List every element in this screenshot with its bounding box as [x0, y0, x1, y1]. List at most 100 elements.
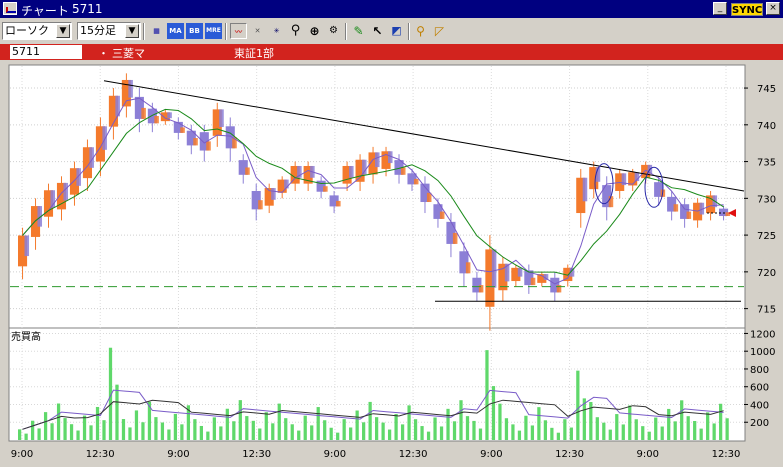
candle-body[interactable]: [569, 267, 575, 277]
candle-body[interactable]: [602, 185, 612, 208]
candle-body[interactable]: [349, 165, 354, 178]
candle-body[interactable]: [375, 152, 380, 168]
candle-body[interactable]: [680, 204, 690, 219]
candle-body[interactable]: [134, 96, 144, 119]
grid-settings-icon[interactable]: ⚙: [329, 25, 338, 36]
candle-body[interactable]: [589, 167, 599, 190]
candle-body[interactable]: [18, 235, 28, 267]
candle-body[interactable]: [543, 274, 549, 280]
candle-body[interactable]: [251, 190, 261, 210]
candle-body[interactable]: [699, 202, 705, 215]
mre-button[interactable]: MRE: [205, 23, 222, 39]
candle-body[interactable]: [407, 173, 417, 185]
candle-body[interactable]: [82, 147, 92, 179]
candle-body[interactable]: [667, 196, 677, 212]
candle-body[interactable]: [686, 211, 692, 219]
candle-body[interactable]: [459, 251, 469, 274]
chart-type-select[interactable]: ローソク ▼: [2, 22, 72, 40]
candle-body[interactable]: [128, 79, 133, 98]
candle-body[interactable]: [563, 267, 573, 282]
candle-body[interactable]: [576, 177, 586, 214]
fibonacci-icon[interactable]: ◸: [434, 24, 445, 38]
minimize-button[interactable]: _: [713, 2, 727, 15]
candle-body[interactable]: [530, 277, 536, 286]
candle-body[interactable]: [160, 112, 170, 122]
candle-body[interactable]: [426, 192, 432, 203]
candle-body[interactable]: [173, 121, 183, 133]
candle-body[interactable]: [56, 182, 67, 210]
candle-body[interactable]: [621, 173, 627, 186]
candle-body[interactable]: [154, 115, 159, 124]
candle-body[interactable]: [271, 188, 276, 200]
candle-body[interactable]: [297, 165, 302, 178]
highlight-circle[interactable]: [594, 163, 614, 205]
search-tool-icon[interactable]: ⚲: [416, 24, 425, 38]
candle-body[interactable]: [362, 159, 367, 175]
candle-body[interactable]: [355, 159, 365, 182]
crosshair-icon[interactable]: ✕: [254, 27, 261, 35]
candle-body[interactable]: [219, 109, 224, 128]
candle-body[interactable]: [141, 107, 146, 119]
candle-body[interactable]: [121, 79, 131, 107]
candle-body[interactable]: [368, 152, 378, 175]
candle-body[interactable]: [719, 208, 729, 216]
candle-body[interactable]: [673, 204, 679, 212]
candle-body[interactable]: [641, 164, 651, 179]
candle-body[interactable]: [582, 177, 588, 202]
candle-body[interactable]: [446, 221, 456, 244]
bb-button[interactable]: BB: [186, 23, 203, 39]
candle-body[interactable]: [95, 126, 105, 162]
candle-body[interactable]: [452, 232, 458, 244]
candle-body[interactable]: [232, 137, 237, 149]
candle-body[interactable]: [50, 190, 55, 208]
candle-body[interactable]: [329, 195, 339, 207]
candle-body[interactable]: [147, 108, 157, 124]
candle-body[interactable]: [212, 109, 222, 136]
candle-body[interactable]: [485, 249, 495, 307]
candle-body[interactable]: [24, 235, 30, 257]
pointer-icon[interactable]: ↖: [372, 24, 383, 38]
candle-body[interactable]: [342, 165, 352, 184]
candle-body[interactable]: [180, 127, 185, 133]
close-button[interactable]: ×: [766, 2, 780, 15]
candle-body[interactable]: [238, 160, 248, 175]
candle-body[interactable]: [634, 172, 640, 182]
candle-body[interactable]: [478, 285, 484, 293]
candle-body[interactable]: [420, 183, 430, 203]
candle-body[interactable]: [225, 126, 235, 149]
eraser-icon[interactable]: ◩: [391, 24, 402, 37]
candle-body[interactable]: [433, 204, 443, 219]
resistance-trendline[interactable]: [103, 80, 745, 192]
candle-body[interactable]: [654, 182, 664, 197]
zoom-icon[interactable]: ⚲: [290, 23, 301, 38]
candle-body[interactable]: [387, 151, 393, 164]
pencil-icon[interactable]: ✎: [353, 24, 364, 38]
candle-body[interactable]: [465, 262, 471, 274]
candle-body[interactable]: [290, 165, 300, 184]
candle-body[interactable]: [394, 160, 404, 175]
chevron-down-icon[interactable]: ▼: [56, 24, 70, 38]
candle-body[interactable]: [725, 212, 731, 216]
candle-body[interactable]: [537, 274, 547, 283]
candle-body[interactable]: [498, 263, 508, 291]
price-panel[interactable]: [8, 64, 746, 329]
candle-body[interactable]: [472, 277, 482, 293]
candle-body[interactable]: [264, 188, 274, 206]
candle-body[interactable]: [439, 211, 445, 219]
candle-body[interactable]: [628, 172, 638, 186]
chart-area[interactable]: 715 720 725 730 735 740 745 200 400 600 800 1000 12…: [0, 62, 783, 467]
candle-body[interactable]: [37, 206, 43, 227]
candle-body[interactable]: [556, 285, 562, 293]
line-chart-icon[interactable]: 〰: [230, 23, 247, 39]
candle-body[interactable]: [76, 168, 81, 186]
candle-body[interactable]: [108, 95, 118, 127]
candle-body[interactable]: [400, 167, 406, 175]
stock-code-input[interactable]: 5711: [10, 45, 82, 59]
candle-body[interactable]: [258, 200, 263, 210]
candle-body[interactable]: [206, 141, 211, 151]
candle-body[interactable]: [167, 112, 172, 119]
candle-body[interactable]: [706, 195, 716, 214]
candle-body[interactable]: [63, 182, 68, 201]
candle-body[interactable]: [193, 138, 198, 146]
highlight-circle[interactable]: [644, 166, 664, 208]
